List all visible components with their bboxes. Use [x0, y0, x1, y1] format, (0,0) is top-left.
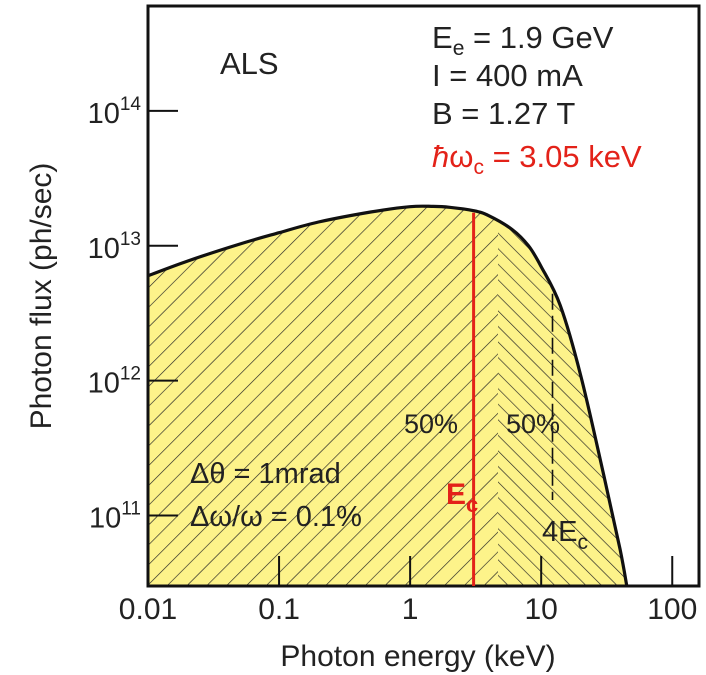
x-tick-label: 1 [402, 593, 419, 626]
param-critical-energy: ħωc = 3.05 keV [432, 139, 642, 179]
param-field: B = 1.27 T [432, 96, 575, 131]
hatch-left-region [148, 206, 498, 586]
param-critical-rest: = 3.05 keV [484, 139, 642, 174]
x-tick-label: 100 [647, 593, 697, 626]
four-ec-label-base: 4E [542, 516, 577, 548]
right-percent-label: 50% [506, 409, 560, 439]
param-energy: Ee = 1.9 GeV [432, 20, 614, 60]
x-tick-label: 10 [524, 593, 557, 626]
x-axis-label: Photon energy (keV) [280, 640, 555, 673]
plot-frame [146, 4, 701, 588]
y-tick-label: 1012 [88, 364, 141, 400]
four-ec-label-sub: c [577, 531, 588, 554]
dtheta-label: Δθ = 1mrad [190, 458, 341, 490]
hatch-right-region [498, 220, 627, 586]
y-tick-label: 1011 [89, 498, 141, 534]
param-current: I = 400 mA [432, 58, 583, 93]
y-tick-label: 1014 [88, 94, 142, 130]
x-tick-label: 0.1 [258, 593, 300, 626]
ec-label-sub: c [466, 492, 478, 517]
param-energy-base: E [432, 20, 453, 55]
four-ec-label: 4Ec [542, 516, 588, 554]
x-tick-label: 0.01 [119, 593, 177, 626]
param-critical-hbar: ħ [432, 139, 449, 174]
ec-label-base: E [446, 478, 466, 511]
param-critical-omega: ω [449, 139, 473, 174]
y-tick-label: 1013 [88, 229, 141, 265]
y-ticks: 1011 1012 1013 1014 [88, 94, 178, 534]
domega-label: Δω/ω = 0.1% [190, 501, 362, 533]
x-ticks: 0.01 0.1 1 10 100 [119, 556, 697, 626]
left-percent-label: 50% [404, 409, 458, 439]
param-energy-rest: = 1.9 GeV [464, 20, 613, 55]
critical-energy-label: Ec [446, 478, 478, 517]
y-axis-label: Photon flux (ph/sec) [25, 163, 58, 430]
param-energy-sub: e [453, 37, 465, 60]
machine-label: ALS [220, 46, 279, 81]
flux-curve [148, 204, 629, 586]
param-critical-sub: c [473, 156, 484, 179]
